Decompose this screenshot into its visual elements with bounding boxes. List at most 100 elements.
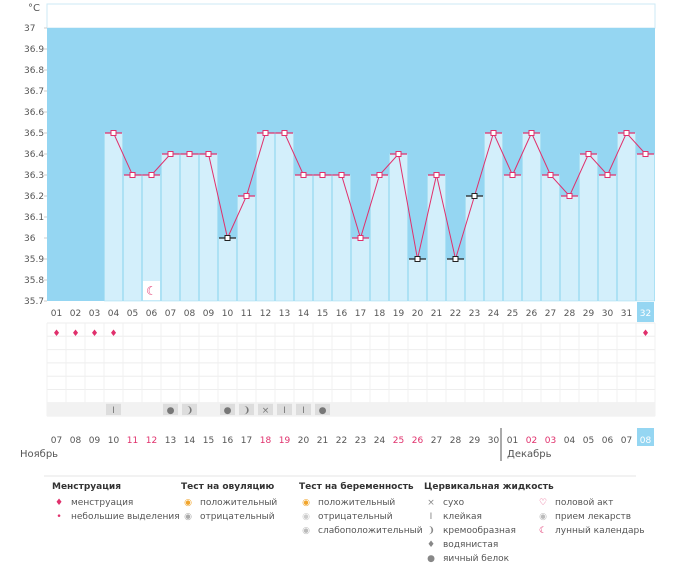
positive-pregnancy-icon: ◉ — [302, 498, 310, 508]
legend-label: отрицательный — [200, 512, 275, 522]
data-point — [376, 172, 383, 178]
cycle-day-label: 22 — [450, 309, 461, 319]
temperature-bar — [446, 258, 465, 302]
temperature-bar — [598, 174, 617, 302]
data-point — [566, 193, 573, 199]
cycle-day-label: 28 — [564, 309, 576, 319]
legend-label: водянистая — [443, 540, 499, 550]
fluid-cell — [239, 403, 254, 416]
legend-label: небольшие выделения — [71, 512, 180, 522]
y-tick-label: 35.9 — [24, 255, 44, 265]
y-tick-label: 36.6 — [24, 108, 44, 118]
legend-title: Тест на беременность — [299, 482, 414, 492]
y-tick-label: 35.7 — [24, 297, 44, 307]
fluid-cell — [106, 403, 121, 416]
calendar-date-label: 28 — [450, 436, 462, 446]
calendar-date-label: 02 — [526, 436, 537, 446]
y-tick-label: 35.8 — [24, 276, 44, 286]
cycle-day-label: 17 — [355, 309, 366, 319]
data-point — [224, 235, 231, 241]
temperature-bar — [332, 174, 351, 302]
menstruation-icon: ♦ — [71, 329, 79, 339]
temperature-bar — [389, 153, 408, 302]
temperature-bar — [256, 132, 275, 302]
positive-ovulation-icon: ◉ — [184, 498, 192, 508]
spotting-icon: • — [56, 512, 62, 522]
legend-title: Цервикальная жидкость — [424, 482, 554, 492]
temperature-bar — [427, 174, 446, 302]
legend-label: клейкая — [443, 512, 482, 522]
cycle-day-label: 09 — [203, 309, 215, 319]
cycle-day-label: 02 — [70, 309, 81, 319]
sticky-icon: I — [302, 406, 305, 416]
egg-white-icon: ● — [427, 554, 435, 564]
legend-label: положительный — [318, 498, 396, 508]
calendar-date-label: 20 — [298, 436, 310, 446]
y-tick-label: 36 — [24, 234, 36, 244]
calendar-date-label: 09 — [89, 436, 101, 446]
data-point — [338, 172, 345, 178]
dry-icon: × — [427, 498, 435, 508]
sticky-icon: I — [112, 406, 115, 416]
calendar-date-label: 30 — [488, 436, 500, 446]
y-tick-label: 36.7 — [24, 87, 44, 97]
cycle-day-label: 26 — [526, 309, 538, 319]
calendar-date-label: 16 — [222, 436, 234, 446]
month-label: Декабрь — [507, 449, 552, 460]
calendar-date-label: 26 — [412, 436, 424, 446]
cycle-day-label: 15 — [317, 309, 328, 319]
plot-top-area — [46, 3, 656, 29]
calendar-date-label: 22 — [336, 436, 347, 446]
calendar-date-label: 13 — [165, 436, 176, 446]
cycle-day-label: 29 — [583, 309, 595, 319]
temperature-bar — [522, 132, 541, 302]
calendar-date-label: 06 — [602, 436, 614, 446]
calendar-date-label: 14 — [184, 436, 196, 446]
temperature-bar — [541, 174, 560, 302]
fluid-cell — [296, 403, 311, 416]
fluid-cell — [182, 403, 197, 416]
calendar-date-label: 29 — [469, 436, 481, 446]
calendar-date-label: 27 — [431, 436, 442, 446]
creamy-icon: ❩ — [427, 526, 435, 536]
temperature-bar — [617, 132, 636, 302]
data-point — [547, 172, 554, 178]
temperature-bar — [579, 153, 598, 302]
temperature-bar — [313, 174, 332, 302]
calendar-date-label: 08 — [70, 436, 82, 446]
data-point — [509, 172, 516, 178]
cycle-day-label: 27 — [545, 309, 556, 319]
temperature-bar — [161, 153, 180, 302]
legend-label: сухо — [443, 498, 465, 508]
month-label: Ноябрь — [20, 449, 58, 460]
calendar-date-label: 18 — [260, 436, 272, 446]
data-point — [395, 151, 402, 157]
calendar-date-label: 07 — [621, 436, 632, 446]
data-point — [110, 130, 117, 136]
sticky-icon: I — [283, 406, 286, 416]
temperature-bar — [294, 174, 313, 302]
data-point — [129, 172, 136, 178]
cycle-day-label: 18 — [374, 309, 386, 319]
cycle-day-label: 07 — [165, 309, 176, 319]
today-date-highlight — [637, 428, 654, 446]
calendar-date-label: 01 — [507, 436, 518, 446]
data-point — [186, 151, 193, 157]
data-point — [319, 172, 326, 178]
data-point — [167, 151, 174, 157]
creamy-icon: ❩ — [243, 406, 251, 416]
temperature-bar — [275, 132, 294, 302]
y-tick-label: 36.1 — [24, 213, 44, 223]
moon-icon: ☾ — [146, 284, 157, 298]
temperature-bar — [484, 132, 503, 302]
moon-icon: ☾ — [538, 526, 548, 536]
legend-label: яичный белок — [443, 554, 510, 564]
calendar-date-label: 15 — [203, 436, 214, 446]
dry-icon: × — [262, 406, 270, 416]
calendar-date-label: 19 — [279, 436, 291, 446]
fluid-cell — [315, 403, 330, 416]
temperature-bar — [237, 195, 256, 302]
calendar-date-label: 03 — [545, 436, 556, 446]
bbt-chart: 37 36.9 36.8 36.7 36.6 36.5 36.4 36.3 36.2 36.1 36… — [20, 3, 656, 477]
cycle-day-label: 20 — [412, 309, 424, 319]
